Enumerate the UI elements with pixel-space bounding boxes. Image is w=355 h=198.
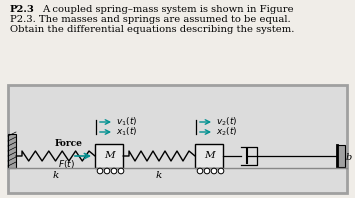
Bar [195,144,223,168]
Bar [337,145,345,167]
Text: Obtain the differential equations describing the system.: Obtain the differential equations descri… [10,25,294,34]
Circle shape [97,168,103,174]
Text: M: M [104,151,114,161]
Circle shape [204,168,210,174]
Text: $F(t)$: $F(t)$ [58,158,75,170]
Text: P2.3. The masses and springs are assumed to be equal.: P2.3. The masses and springs are assumed… [10,15,291,24]
Text: P2.3: P2.3 [10,5,35,14]
Circle shape [197,168,203,174]
Text: Force: Force [55,139,83,148]
Text: A coupled spring–mass system is shown in Figure: A coupled spring–mass system is shown in… [42,5,294,14]
Text: $v_1(t)$: $v_1(t)$ [116,116,137,128]
Circle shape [104,168,110,174]
Text: $x_2(t)$: $x_2(t)$ [216,126,237,138]
Circle shape [111,168,117,174]
Bar [8,85,347,193]
Text: k: k [53,171,59,181]
Circle shape [211,168,217,174]
Circle shape [118,168,124,174]
Text: M: M [204,151,214,161]
Text: $v_2(t)$: $v_2(t)$ [216,116,237,128]
Circle shape [218,168,224,174]
Text: k: k [156,171,162,181]
Text: $x_1(t)$: $x_1(t)$ [116,126,138,138]
Bar [8,134,16,168]
Text: b: b [346,153,352,163]
Bar [95,144,123,168]
